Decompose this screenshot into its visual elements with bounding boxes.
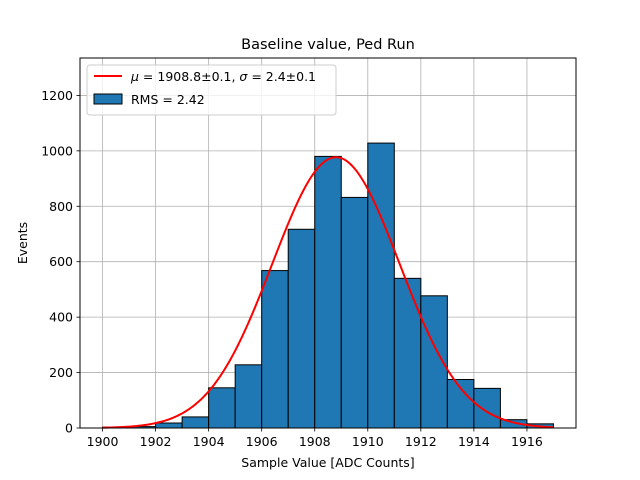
y-tick-label: 200	[49, 365, 73, 380]
legend-fit-label: μ = 1908.8±0.1, σ = 2.4±0.1	[130, 69, 316, 84]
histogram-bar	[261, 270, 289, 429]
x-tick-label: 1912	[405, 434, 437, 449]
plot-frame	[79, 57, 577, 429]
histogram-bar	[234, 364, 263, 429]
legend-mu-symbol: μ	[130, 69, 139, 84]
y-axis-ticks: 0 200 400 600 800 1000 1200	[41, 88, 80, 436]
y-tick-label: 400	[49, 310, 73, 325]
histogram-bar	[393, 277, 422, 429]
histogram-bar	[155, 422, 183, 429]
x-tick-label: 1902	[140, 434, 172, 449]
y-tick-label: 800	[49, 199, 73, 214]
x-axis-label: Sample Value [ADC Counts]	[241, 455, 414, 470]
legend-box	[86, 64, 337, 116]
x-tick-label: 1908	[299, 434, 331, 449]
chart-title: Baseline value, Ped Run	[241, 37, 415, 53]
histogram-bar	[367, 142, 395, 429]
legend-sigma-symbol: σ	[239, 69, 248, 84]
y-tick-label: 600	[49, 254, 73, 269]
x-tick-label: 1900	[87, 434, 119, 449]
x-tick-label: 1914	[458, 434, 490, 449]
histogram-bar	[287, 228, 316, 429]
x-tick-label: 1910	[352, 434, 384, 449]
legend-histogram-swatch	[93, 93, 123, 105]
histogram-bar	[340, 196, 369, 429]
histogram-bar	[473, 387, 501, 429]
histogram-bar	[314, 155, 342, 429]
legend-mu-value: = 1908.8±0.1,	[139, 69, 239, 84]
legend-sigma-value: = 2.4±0.1	[247, 69, 316, 84]
y-tick-label: 1200	[41, 88, 73, 103]
x-tick-label: 1906	[246, 434, 278, 449]
histogram-bar	[181, 416, 210, 429]
y-tick-label: 0	[65, 421, 73, 436]
legend: μ = 1908.8±0.1, σ = 2.4±0.1 RMS = 2.42	[86, 64, 337, 116]
histogram-bar	[208, 387, 236, 429]
x-tick-label: 1916	[511, 434, 543, 449]
legend-rms-label: RMS = 2.42	[131, 92, 205, 107]
x-axis-ticks: 1900 1902 1904 1906 1908 1910 1912 1914 1916	[87, 428, 543, 449]
y-axis-label: Events	[15, 222, 30, 264]
x-tick-label: 1904	[193, 434, 225, 449]
gaussian-fit-line	[102, 156, 554, 429]
histogram-bars	[102, 142, 554, 429]
y-tick-label: 1000	[41, 143, 73, 158]
